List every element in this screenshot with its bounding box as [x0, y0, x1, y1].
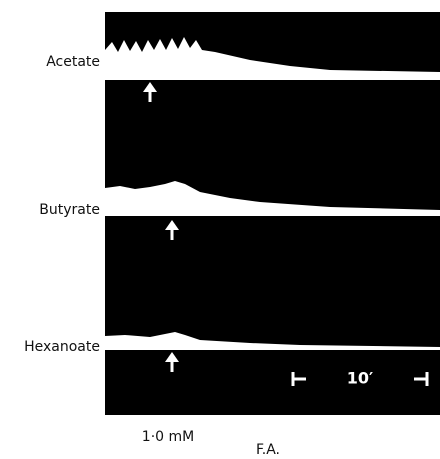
scale-bar-label: 10′	[347, 369, 373, 388]
trace-label: Butyrate	[39, 202, 100, 218]
x-label: F.A.	[256, 442, 280, 458]
trace-label: Acetate	[46, 54, 100, 70]
trace-gap	[105, 181, 440, 216]
trace-gap	[105, 37, 440, 80]
trace-gap	[105, 332, 440, 350]
scale-bar	[291, 372, 429, 386]
concentration: 1·0 mM	[142, 429, 194, 445]
arrows	[143, 82, 179, 372]
trace-label: Hexanoate	[24, 339, 100, 355]
